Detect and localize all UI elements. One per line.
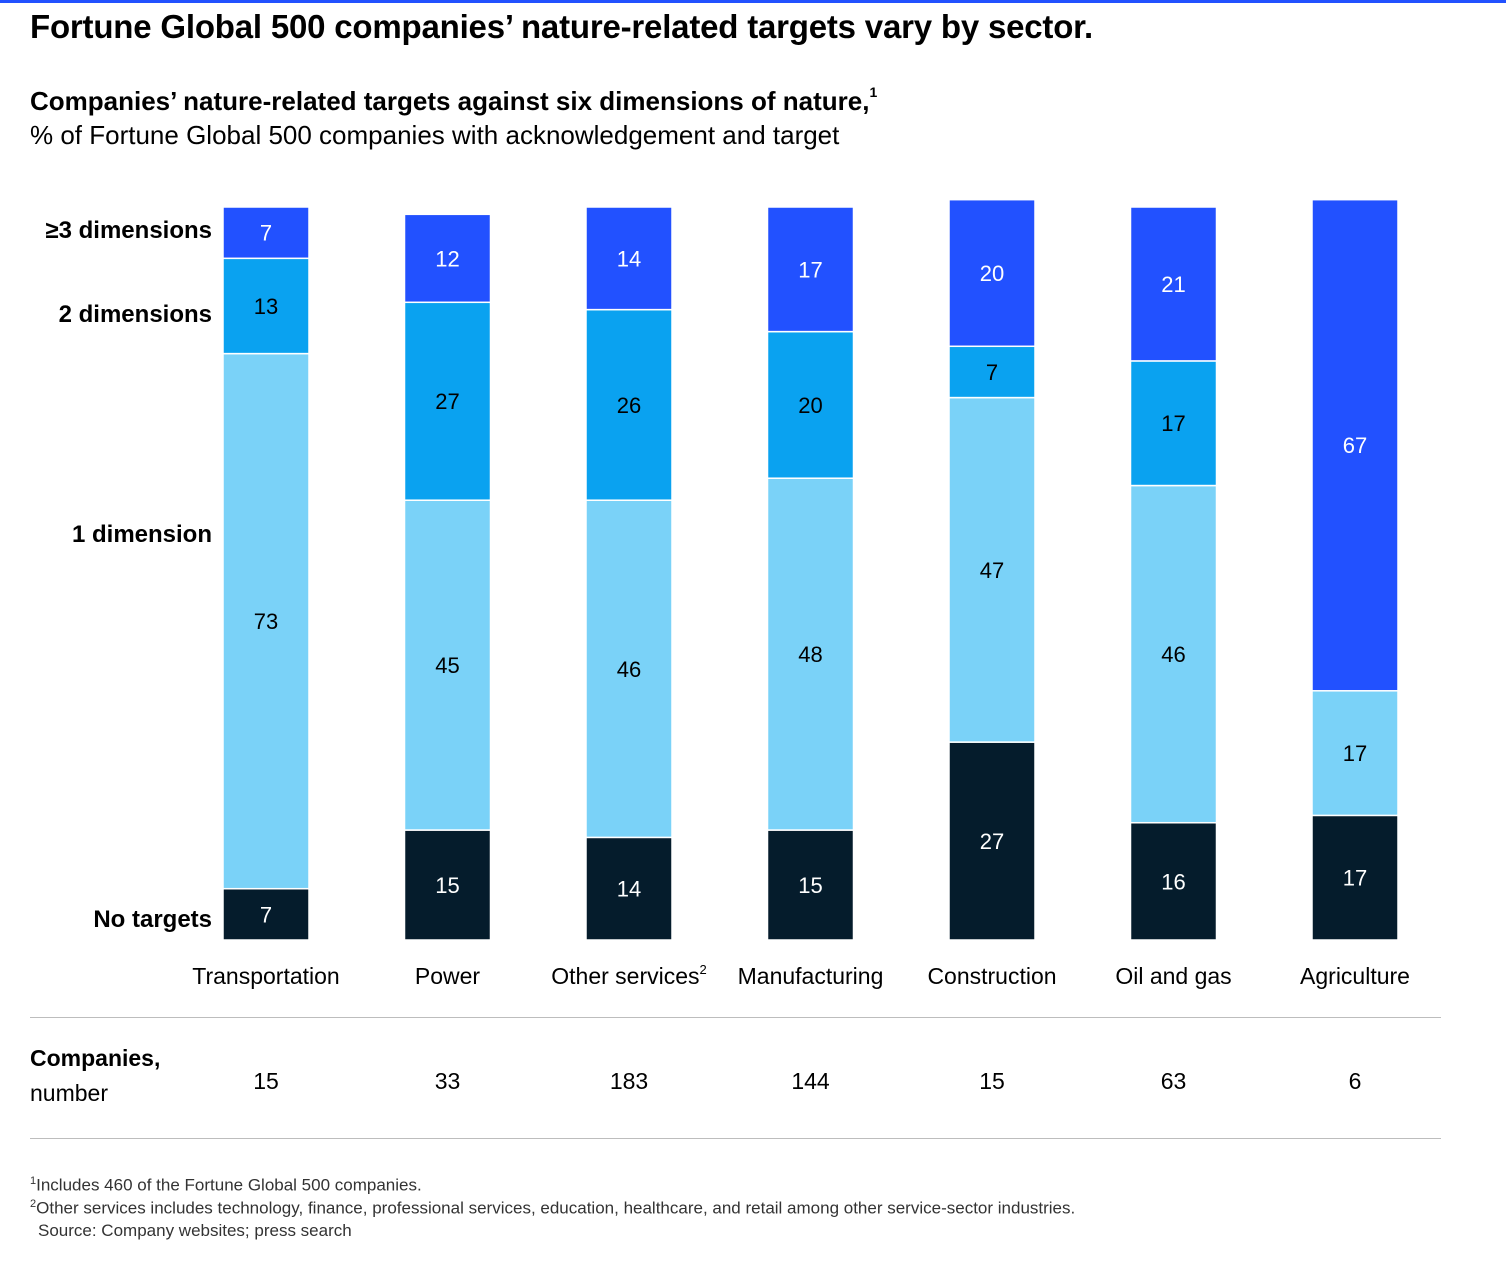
bar-segment-construction-2-dimensions — [948, 345, 1036, 399]
chart-subtitle: Companies’ nature-related targets agains… — [30, 84, 878, 117]
data-label-agriculture-3-dimensions: 67 — [1343, 433, 1367, 458]
data-label-transportation-no-targets: 7 — [260, 902, 272, 927]
data-label-construction-1-dimension: 47 — [980, 558, 1004, 583]
data-label-construction-no-targets: 27 — [980, 829, 1004, 854]
bar-segment-agriculture-no-targets — [1311, 814, 1399, 941]
data-label-other-services-3-dimensions: 14 — [617, 246, 641, 271]
legend-label-1-dimension: 1 dimension — [72, 521, 212, 548]
legend-label-3-dimensions: ≥3 dimensions — [45, 217, 212, 244]
footnote-1: 1Includes 460 of the Fortune Global 500 … — [30, 1175, 422, 1196]
company-count-manufacturing: 144 — [791, 1068, 830, 1094]
data-label-power-3-dimensions: 12 — [435, 246, 459, 271]
bar-segment-construction-no-targets — [948, 741, 1036, 941]
company-count-other-services: 183 — [609, 1068, 649, 1094]
bar-segment-power-3-dimensions — [403, 213, 492, 304]
bar-segment-oil-and-gas-3-dimensions — [1129, 206, 1218, 362]
data-label-manufacturing-2-dimensions: 20 — [798, 393, 822, 418]
stacked-bar-chart: 773137Transportation15452712Power1446261… — [45, 198, 1410, 989]
bar-segment-transportation-2-dimensions — [222, 257, 310, 355]
category-label-transportation: Transportation — [192, 963, 339, 989]
bar-segment-other-services-1-dimension — [585, 499, 673, 839]
category-label-manufacturing: Manufacturing — [738, 963, 884, 989]
company-count-power: 33 — [434, 1068, 461, 1094]
bar-segment-manufacturing-1-dimension — [766, 477, 855, 831]
bar-segment-other-services-2-dimensions — [585, 308, 673, 501]
divider-bottom — [30, 1138, 1441, 1139]
bar-segment-agriculture-1-dimension — [1311, 690, 1399, 817]
company-count-agriculture: 6 — [1348, 1068, 1362, 1094]
companies-title: Companies, — [30, 1045, 161, 1071]
footnote-1-mark: 1 — [30, 1175, 37, 1187]
data-label-construction-3-dimensions: 20 — [980, 261, 1004, 286]
footnote-1-text: Includes 460 of the Fortune Global 500 c… — [36, 1175, 422, 1195]
bar-segment-transportation-3-dimensions — [222, 206, 310, 260]
data-label-oil-and-gas-2-dimensions: 17 — [1161, 411, 1185, 436]
companies-unit: number — [30, 1080, 108, 1106]
category-label-power: Power — [415, 963, 481, 989]
data-label-construction-2-dimensions: 7 — [986, 360, 998, 385]
data-label-transportation-3-dimensions: 7 — [260, 221, 272, 246]
legend-label-no-targets: No targets — [93, 906, 212, 933]
bar-segment-other-services-3-dimensions — [585, 206, 673, 311]
data-label-power-1-dimension: 45 — [435, 653, 459, 678]
bar-segment-construction-1-dimension — [948, 396, 1036, 743]
data-label-transportation-1-dimension: 73 — [254, 609, 278, 634]
data-label-other-services-no-targets: 14 — [617, 877, 641, 902]
subtitle-footnote-mark: 1 — [869, 84, 878, 100]
bar-segment-agriculture-3-dimensions — [1311, 198, 1399, 692]
bar-segment-manufacturing-2-dimensions — [766, 330, 855, 479]
category-footnote-mark: 2 — [700, 962, 707, 977]
data-label-other-services-1-dimension: 46 — [617, 657, 641, 682]
data-label-oil-and-gas-no-targets: 16 — [1161, 869, 1185, 894]
legend-label-2-dimensions: 2 dimensions — [59, 301, 212, 328]
bar-segment-oil-and-gas-1-dimension — [1129, 484, 1218, 824]
data-label-oil-and-gas-3-dimensions: 21 — [1161, 272, 1185, 297]
chart-title: Fortune Global 500 companies’ nature-rel… — [30, 8, 1093, 45]
footnote-2: 2Other services includes technology, fin… — [30, 1198, 1075, 1219]
category-label-construction: Construction — [927, 963, 1056, 989]
chart-unit: % of Fortune Global 500 companies with a… — [30, 120, 840, 150]
bar-segment-power-1-dimension — [403, 499, 492, 831]
bar-segment-manufacturing-no-targets — [766, 829, 855, 941]
bar-segment-power-no-targets — [403, 829, 492, 941]
top-accent-rule — [0, 0, 1506, 3]
source-note: Source: Company websites; press search — [38, 1221, 352, 1240]
data-label-manufacturing-no-targets: 15 — [798, 873, 822, 898]
data-label-manufacturing-3-dimensions: 17 — [798, 257, 822, 282]
data-label-power-2-dimensions: 27 — [435, 389, 459, 414]
divider-top — [30, 1017, 1441, 1018]
data-label-manufacturing-1-dimension: 48 — [798, 642, 822, 667]
footnote-2-mark: 2 — [30, 1198, 37, 1210]
data-label-agriculture-no-targets: 17 — [1343, 866, 1367, 891]
company-count-transportation: 15 — [253, 1068, 279, 1094]
category-label-agriculture: Agriculture — [1300, 963, 1410, 989]
bar-segment-other-services-no-targets — [585, 836, 673, 941]
bar-segment-manufacturing-3-dimensions — [766, 206, 855, 333]
subtitle-text: Companies’ nature-related targets agains… — [30, 86, 870, 116]
data-label-power-no-targets: 15 — [435, 873, 459, 898]
category-label-oil-and-gas: Oil and gas — [1115, 963, 1231, 989]
bar-segment-oil-and-gas-no-targets — [1129, 821, 1218, 941]
bar-segment-transportation-1-dimension — [222, 352, 310, 890]
bar-segment-power-2-dimensions — [403, 301, 492, 501]
data-label-oil-and-gas-1-dimension: 46 — [1161, 642, 1185, 667]
company-count-construction: 15 — [979, 1068, 1005, 1094]
data-label-transportation-2-dimensions: 13 — [254, 294, 278, 319]
category-label-other-services: Other services2 — [551, 962, 707, 989]
data-label-other-services-2-dimensions: 26 — [617, 393, 641, 418]
footnote-2-text: Other services includes technology, fina… — [36, 1198, 1076, 1218]
bar-segment-construction-3-dimensions — [948, 198, 1036, 348]
data-label-agriculture-1-dimension: 17 — [1343, 741, 1367, 766]
company-count-oil-and-gas: 63 — [1160, 1068, 1187, 1094]
